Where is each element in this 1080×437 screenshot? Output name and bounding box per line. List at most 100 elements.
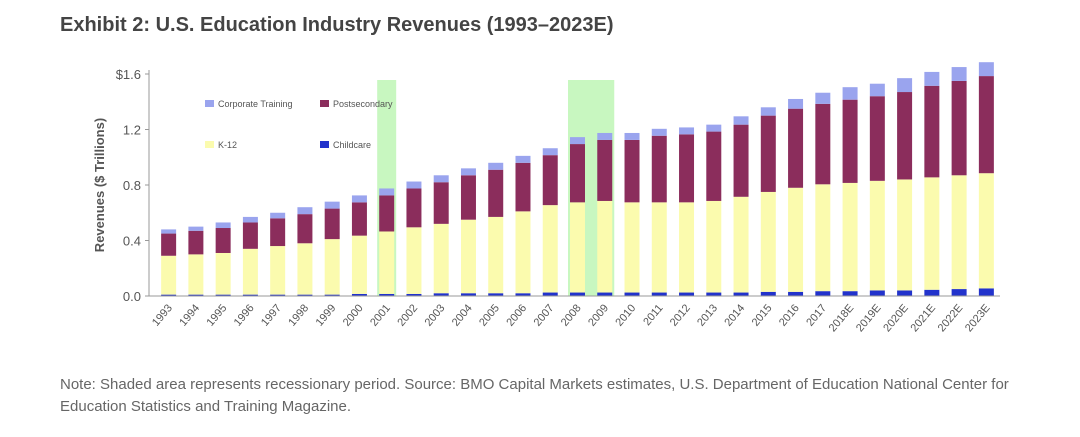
x-tick-label: 2014 bbox=[722, 302, 747, 328]
bar-segment bbox=[242, 222, 258, 249]
x-tick-label: 1993 bbox=[150, 302, 175, 328]
bar-segment bbox=[760, 107, 776, 116]
bar-segment bbox=[270, 212, 286, 219]
bar-segment bbox=[542, 205, 558, 293]
legend-swatch bbox=[320, 141, 329, 148]
legend-label: Postsecondary bbox=[333, 99, 393, 109]
bar-segment bbox=[815, 184, 831, 292]
y-tick-label: 0.4 bbox=[123, 234, 141, 249]
bar-segment bbox=[406, 181, 422, 189]
y-tick-label: 1.2 bbox=[123, 123, 141, 138]
bar-segment bbox=[760, 115, 776, 192]
bar-segment bbox=[433, 293, 449, 296]
bar-segment bbox=[270, 294, 286, 296]
x-tick-label: 2021E bbox=[909, 302, 939, 334]
bar-segment bbox=[324, 208, 340, 240]
bar-segment bbox=[406, 293, 422, 296]
bar-segment bbox=[188, 230, 204, 255]
x-tick-label: 2013 bbox=[695, 302, 720, 328]
bar-segment bbox=[351, 202, 367, 236]
x-tick-label: 1999 bbox=[314, 302, 339, 328]
x-tick-label: 2023E bbox=[963, 302, 993, 334]
bar-segment bbox=[760, 291, 776, 296]
bar-segment bbox=[651, 202, 667, 293]
bar-segment bbox=[161, 233, 177, 256]
bar-segment bbox=[297, 207, 313, 215]
x-tick-label: 2012 bbox=[668, 302, 693, 328]
bar-segment bbox=[542, 148, 558, 156]
bar-segment bbox=[406, 227, 422, 294]
bar-segment bbox=[597, 292, 613, 296]
bar-segment bbox=[706, 124, 722, 132]
bar-segment bbox=[842, 182, 858, 292]
x-tick-label: 2006 bbox=[504, 302, 529, 328]
bar-segment bbox=[379, 195, 395, 232]
bar-segment bbox=[270, 246, 286, 295]
bar-segment bbox=[651, 128, 667, 136]
x-tick-label: 2015 bbox=[750, 302, 775, 328]
bar-segment bbox=[869, 96, 885, 181]
x-tick-label: 2002 bbox=[395, 302, 420, 328]
bar-segment bbox=[733, 124, 749, 197]
bar-segment bbox=[624, 202, 640, 293]
bar-segment bbox=[488, 293, 504, 296]
x-tick-label: 2011 bbox=[641, 302, 665, 328]
bar-segment bbox=[679, 127, 695, 135]
bar-segment bbox=[706, 292, 722, 296]
bar-segment bbox=[978, 62, 994, 77]
legend-swatch bbox=[320, 100, 329, 107]
x-tick-label: 2020E bbox=[881, 302, 911, 334]
bar-segment bbox=[488, 216, 504, 294]
bar-segment bbox=[924, 85, 940, 178]
bar-segment bbox=[706, 200, 722, 293]
bar-segment bbox=[324, 201, 340, 209]
bar-segment bbox=[978, 173, 994, 289]
bar-segment bbox=[161, 294, 177, 296]
bar-segment bbox=[978, 76, 994, 174]
bar-segment bbox=[679, 202, 695, 293]
bar-segment bbox=[679, 292, 695, 296]
bar-segment bbox=[624, 139, 640, 203]
bar-segment bbox=[788, 108, 804, 188]
bar-segment bbox=[324, 294, 340, 296]
bar-segment bbox=[515, 162, 531, 212]
x-tick-label: 1996 bbox=[232, 302, 257, 328]
x-tick-label: 2016 bbox=[777, 302, 802, 328]
bar-segment bbox=[188, 226, 204, 231]
bar-segment bbox=[897, 290, 913, 296]
bar-segment bbox=[188, 254, 204, 295]
chart-title: Exhibit 2: U.S. Education Industry Reven… bbox=[60, 14, 614, 36]
bar-segment bbox=[760, 191, 776, 292]
x-tick-label: 2019E bbox=[854, 302, 884, 334]
bar-segment bbox=[270, 218, 286, 247]
x-tick-label: 2009 bbox=[586, 302, 611, 328]
bar-segment bbox=[706, 131, 722, 201]
x-tick-label: 2007 bbox=[532, 302, 557, 328]
bar-segment bbox=[242, 294, 258, 296]
bar-segment bbox=[924, 177, 940, 290]
bar-segment bbox=[433, 182, 449, 224]
bar-segment bbox=[651, 135, 667, 203]
x-tick-label: 2004 bbox=[450, 302, 475, 328]
bar-segment bbox=[733, 196, 749, 293]
bar-segment bbox=[297, 243, 313, 295]
bar-segment bbox=[542, 292, 558, 296]
bar-segment bbox=[733, 292, 749, 296]
bar-segment bbox=[815, 92, 831, 104]
bar-segment bbox=[570, 292, 585, 296]
x-tick-label: 1998 bbox=[286, 302, 311, 328]
bar-segment bbox=[924, 289, 940, 296]
bar-segment bbox=[978, 288, 994, 296]
x-tick-label: 2008 bbox=[559, 302, 584, 328]
bar-segment bbox=[651, 292, 667, 296]
x-tick-label: 1995 bbox=[205, 302, 230, 328]
bar-segment bbox=[161, 229, 177, 234]
bar-segment bbox=[624, 292, 640, 296]
legend-label: K-12 bbox=[218, 140, 237, 150]
bar-segment bbox=[897, 179, 913, 291]
y-tick-label: $1.6 bbox=[116, 67, 141, 82]
x-tick-label: 2003 bbox=[423, 302, 448, 328]
bar-segment bbox=[161, 255, 177, 295]
bar-segment bbox=[351, 235, 367, 294]
legend-swatch bbox=[205, 141, 214, 148]
